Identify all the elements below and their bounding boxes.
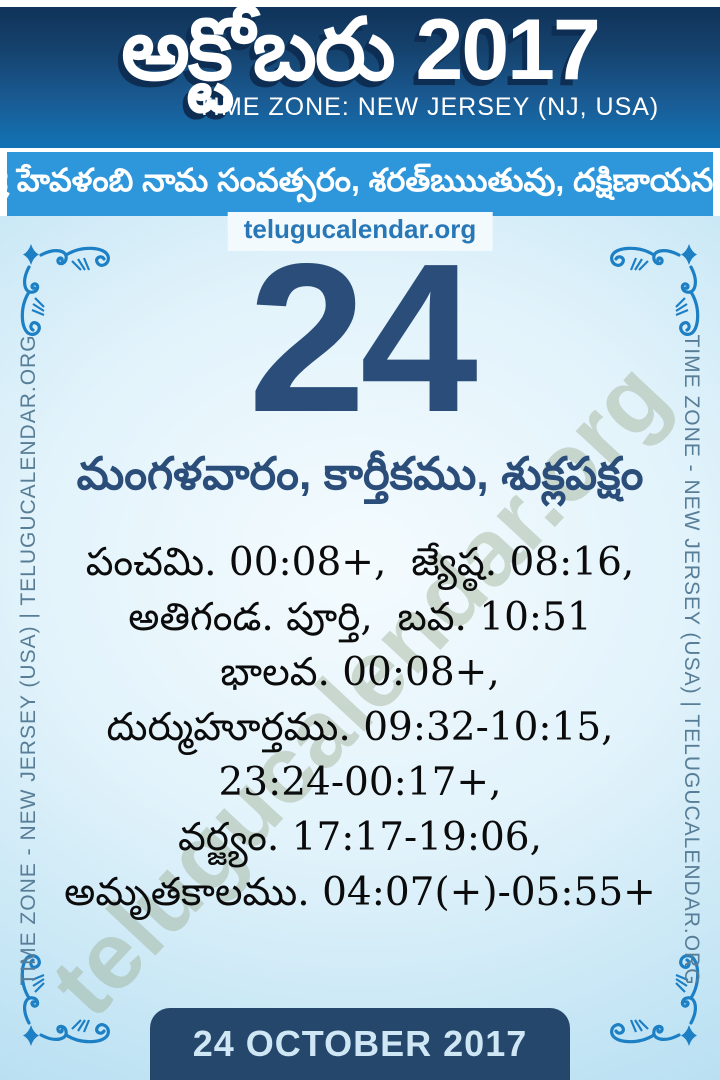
corner-flourish-icon — [610, 954, 700, 1046]
day-number: 24 — [248, 219, 478, 456]
footer-date-text: 24 OCTOBER 2017 — [192, 1023, 528, 1064]
header: అక్టోబరు 2017 TIME ZONE: NEW JERSEY (NJ,… — [0, 2, 720, 148]
site-badge-link[interactable]: telugucalendar.org — [227, 212, 493, 251]
panchangam-line: పంచమి. 00:08+, జ్యేష్ఠ. 08:16, — [85, 539, 635, 585]
month-title: అక్టోబరు 2017 — [121, 2, 601, 98]
corner-flourish-icon — [20, 954, 110, 1046]
timezone-line: TIME ZONE: NEW JERSEY (NJ, USA) — [196, 92, 660, 121]
footer-date-badge: 24 OCTOBER 2017 — [150, 1008, 570, 1080]
day-content: 24 మంగళవారం, కార్తీకము, శుక్లపక్షం పంచమి… — [0, 219, 720, 920]
weekday-masa-paksha-line: మంగళవారం, కార్తీకము, శుక్లపక్షం — [76, 447, 644, 499]
panchangam-line: దుర్ముహూర్తము. 09:32-10:15, — [106, 704, 614, 750]
corner-flourish-icon — [20, 244, 110, 336]
panchangam-line: వర్జ్యం. 17:17-19:06, — [177, 814, 543, 860]
panchangam-details: పంచమి. 00:08+, జ్యేష్ఠ. 08:16, అతిగండ. ప… — [0, 535, 720, 920]
panchangam-line: భాలవ. 00:08+, — [220, 649, 500, 695]
panchangam-line: 23:24-00:17+, — [218, 759, 502, 805]
panchangam-line: అతిగండ. పూర్తి, బవ. 10:51 — [128, 594, 592, 640]
samvatsara-band: శ్రీ హేవళంబి నామ సంవత్సరం, శరత్ఋుతువు, ద… — [0, 152, 720, 216]
corner-flourish-icon — [610, 244, 700, 336]
panchangam-line: అమృతకాలము. 04:07(+)-05:55+ — [64, 869, 656, 915]
calendar-body: telugucalendar.org — [0, 216, 720, 1080]
